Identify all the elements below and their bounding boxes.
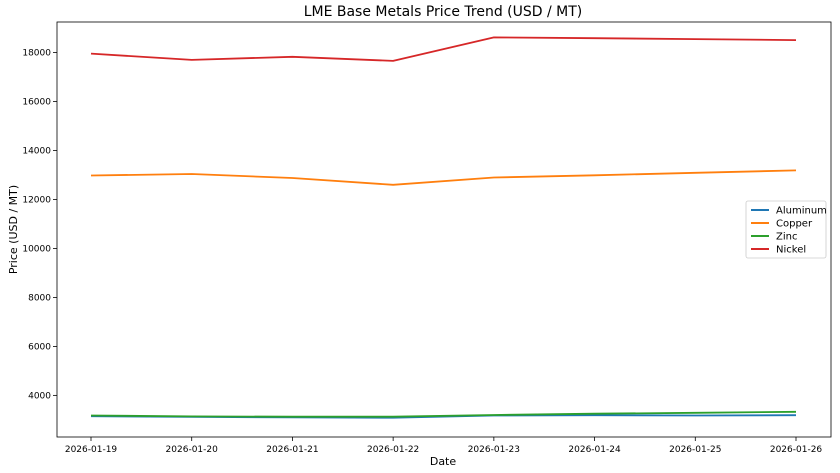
series-line-copper [90, 169, 797, 186]
legend: Aluminum Copper Zinc Nickel [745, 200, 827, 259]
legend-label: Aluminum [776, 206, 827, 217]
y-tick-label: 14000 [22, 147, 51, 157]
legend-label: Copper [776, 219, 813, 230]
x-tick-label: 2026-01-22 [367, 445, 419, 455]
y-tick-label: 4000 [28, 391, 51, 401]
y-axis-label: Price (USD / MT) [7, 185, 20, 274]
x-axis-label: Date [430, 455, 457, 468]
series-line-nickel [90, 36, 797, 62]
x-tick-label: 2026-01-25 [669, 445, 721, 455]
x-tick-label: 2026-01-20 [166, 445, 219, 455]
x-axis: 2026-01-19 2026-01-20 2026-01-21 2026-01-22… [65, 437, 823, 455]
chart-title: LME Base Metals Price Trend (USD / MT) [304, 4, 583, 20]
legend-box [745, 200, 827, 259]
y-tick-label: 8000 [28, 293, 51, 303]
y-tick-label: 18000 [22, 49, 51, 59]
y-tick-label: 10000 [22, 244, 51, 254]
legend-label: Zinc [776, 232, 797, 243]
x-tick-label: 2026-01-19 [65, 445, 118, 455]
x-tick-label: 2026-01-23 [468, 445, 520, 455]
series-lines [90, 36, 797, 419]
y-axis: 4000 6000 8000 10000 12000 14000 16000 18000 [22, 49, 57, 401]
x-tick-label: 2026-01-21 [266, 445, 318, 455]
y-tick-label: 12000 [22, 196, 51, 206]
x-tick-label: 2026-01-24 [568, 445, 621, 455]
series-line-zinc [90, 410, 797, 418]
y-tick-label: 16000 [22, 98, 51, 108]
legend-label: Nickel [776, 245, 806, 256]
x-tick-label: 2026-01-26 [770, 445, 823, 455]
y-tick-label: 6000 [28, 342, 51, 352]
plot-area-frame [56, 21, 832, 438]
